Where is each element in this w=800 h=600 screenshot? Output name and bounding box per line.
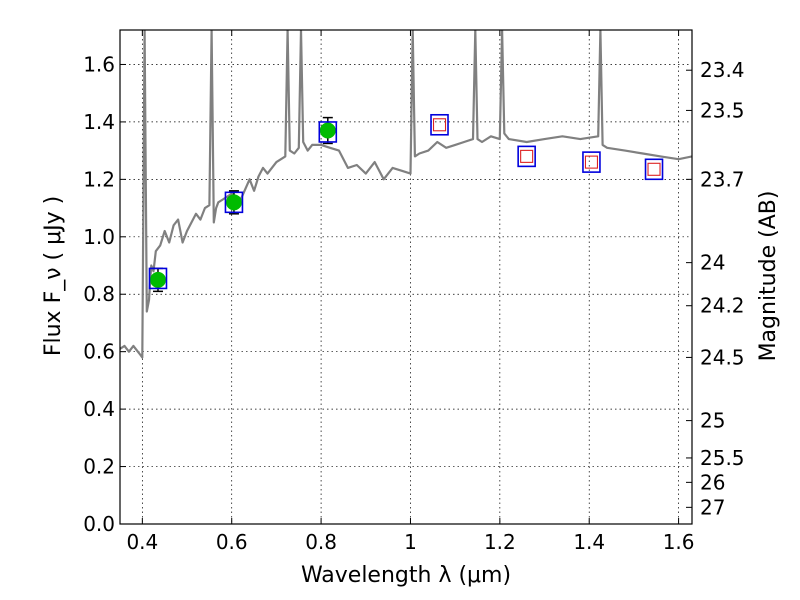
y-tick-label: 0.4 bbox=[83, 397, 115, 421]
axis-ticks: 0.4 0.6 0.8 1 1.2 1.4 1.6 0.0 0.2 0.4 0.6 0.8 1.0 1.2… bbox=[83, 30, 745, 554]
grid bbox=[120, 30, 692, 525]
mag-tick-label: 25 bbox=[700, 409, 725, 433]
mag-tick-label: 24.5 bbox=[700, 345, 745, 369]
mag-tick-label: 27 bbox=[700, 495, 725, 519]
y-tick-label: 0.6 bbox=[83, 340, 115, 364]
y-tick-label: 1.0 bbox=[83, 225, 115, 249]
model-flux-box bbox=[224, 191, 244, 214]
y-tick-label: 0.8 bbox=[83, 282, 115, 306]
model-flux-box bbox=[148, 267, 168, 290]
x-tick-label: 0.6 bbox=[216, 530, 248, 554]
predicted-flux-box bbox=[520, 149, 534, 163]
observed-point bbox=[149, 271, 166, 288]
model-flux-box bbox=[430, 113, 449, 136]
observed-point bbox=[225, 194, 242, 211]
mag-tick-label: 26 bbox=[700, 470, 725, 494]
magnitude-axis-label: Magnitude (AB) bbox=[756, 191, 781, 362]
mag-tick-label: 24.2 bbox=[700, 294, 745, 318]
x-tick-label: 1 bbox=[404, 530, 417, 554]
plot-frame bbox=[119, 29, 693, 525]
observed-point bbox=[319, 122, 336, 139]
mag-tick-label: 23.4 bbox=[700, 58, 745, 82]
mag-tick-label: 25.5 bbox=[700, 446, 745, 470]
model-flux-box bbox=[517, 145, 536, 168]
y-tick-label: 1.4 bbox=[83, 110, 115, 134]
mag-tick-label: 24 bbox=[700, 251, 725, 275]
y-axis-label: Flux F_ν ( μJy ) bbox=[41, 196, 66, 356]
y-tick-label: 0.0 bbox=[83, 512, 115, 536]
x-tick-label: 0.8 bbox=[305, 530, 337, 554]
x-tick-label: 0.4 bbox=[126, 530, 158, 554]
y-tick-label: 0.2 bbox=[83, 455, 115, 479]
photometry-markers bbox=[148, 113, 664, 293]
x-tick-label: 1.6 bbox=[663, 530, 695, 554]
x-tick-label: 1.4 bbox=[573, 530, 605, 554]
mag-tick-label: 23.7 bbox=[700, 167, 745, 191]
x-tick-label: 1.2 bbox=[484, 530, 516, 554]
template-spectrum bbox=[120, 30, 692, 359]
model-flux-box bbox=[318, 121, 338, 143]
y-tick-label: 1.2 bbox=[83, 167, 115, 191]
y-tick-label: 1.6 bbox=[83, 52, 115, 76]
predicted-flux-box bbox=[432, 118, 447, 132]
model-flux-box bbox=[644, 158, 664, 181]
mag-tick-label: 23.5 bbox=[700, 98, 745, 122]
x-axis-label: Wavelength λ (μm) bbox=[301, 563, 511, 588]
series-line-template bbox=[120, 30, 692, 359]
model-flux-box bbox=[582, 151, 601, 173]
predicted-flux-box bbox=[647, 162, 661, 176]
predicted-flux-box bbox=[584, 155, 599, 169]
